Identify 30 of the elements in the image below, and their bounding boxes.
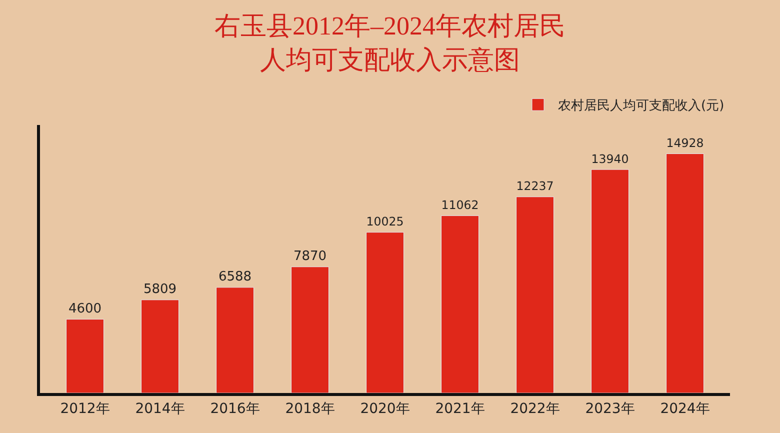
x-tick-label: 2018年 bbox=[285, 400, 335, 417]
data-label: 11062 bbox=[441, 198, 479, 212]
data-label: 6588 bbox=[218, 269, 252, 284]
data-label: 7870 bbox=[293, 248, 327, 264]
data-label: 10025 bbox=[366, 214, 404, 229]
data-label: 13940 bbox=[591, 152, 629, 166]
bar bbox=[291, 266, 329, 393]
x-tick-label: 2014年 bbox=[135, 400, 185, 417]
bar bbox=[441, 215, 479, 393]
x-tick-label: 2024年 bbox=[660, 400, 710, 417]
x-tick-label: 2023年 bbox=[585, 400, 635, 417]
x-tick-label: 2020年 bbox=[360, 400, 410, 417]
chart-subtitle: 人均可支配收入示意图 bbox=[260, 45, 520, 74]
x-tick-label: 2016年 bbox=[210, 400, 260, 417]
bar bbox=[516, 196, 554, 393]
chart-title: 右玉县2012年–2024年农村居民 bbox=[214, 12, 566, 41]
bar bbox=[366, 232, 404, 393]
x-tick-label: 2012年 bbox=[60, 400, 110, 417]
data-label: 12237 bbox=[516, 179, 554, 194]
bar bbox=[666, 153, 704, 393]
data-label: 5809 bbox=[143, 282, 177, 297]
bar bbox=[141, 300, 179, 393]
bar bbox=[591, 169, 629, 393]
x-tick-label: 2021年 bbox=[435, 400, 485, 417]
bar bbox=[66, 319, 104, 393]
data-label: 14928 bbox=[666, 136, 704, 150]
data-label: 4600 bbox=[68, 301, 102, 316]
bar bbox=[216, 287, 254, 393]
x-tick-label: 2022年 bbox=[510, 400, 560, 417]
legend-label: 农村居民人均可支配收入(元) bbox=[558, 98, 724, 114]
